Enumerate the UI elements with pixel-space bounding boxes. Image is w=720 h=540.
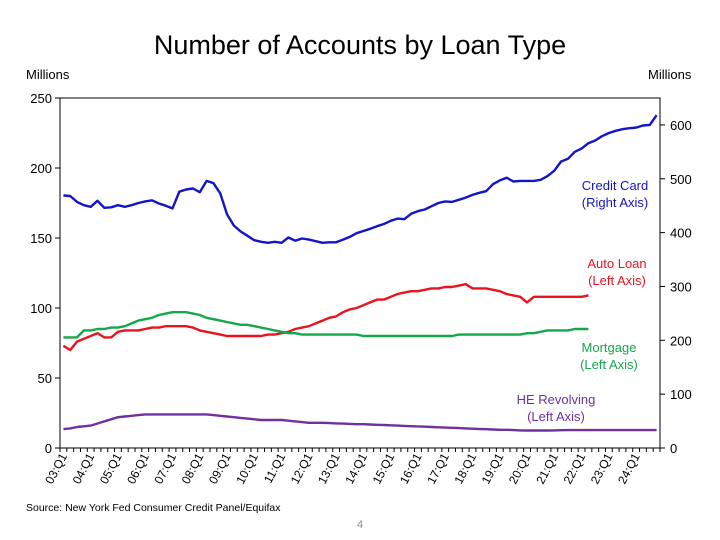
x-axis-tick-label: 24:Q1 (615, 451, 643, 487)
series-label-credit-card: Credit Card (Right Axis) (582, 178, 648, 210)
left-axis-tick-label: 100 (30, 301, 52, 316)
series-label-line: (Right Axis) (582, 195, 648, 210)
chart-series (62, 114, 658, 432)
series-label-auto-loan: Auto Loan (Left Axis) (587, 256, 646, 288)
series-label-line: (Left Axis) (580, 357, 638, 372)
x-axis-tick-label: 16:Q1 (397, 451, 425, 487)
series-line-he-revolving (63, 413, 657, 432)
series-label-line: (Left Axis) (527, 409, 585, 424)
x-axis-tick-label: 11:Q1 (261, 451, 288, 486)
x-axis-tick-label: 05:Q1 (97, 451, 125, 487)
series-line-mortgage (63, 311, 589, 339)
left-axis-tick-label: 250 (30, 91, 52, 106)
x-axis-tick-label: 23:Q1 (588, 451, 616, 487)
x-axis-tick-label: 06:Q1 (124, 451, 152, 487)
series-label-line: Credit Card (582, 178, 648, 193)
left-axis-unit-label: Millions (26, 67, 70, 82)
right-axis-tick-label: 100 (670, 387, 692, 402)
series-label-he-revolving: HE Revolving (Left Axis) (517, 392, 596, 424)
x-axis-tick-label: 13:Q1 (315, 451, 343, 487)
left-axis-tick-label: 150 (30, 231, 52, 246)
right-axis-tick-label: 200 (670, 333, 692, 348)
x-axis-tick-label: 17:Q1 (424, 451, 452, 487)
right-axis-unit-label: Millions (648, 67, 692, 82)
series-label-line: (Left Axis) (588, 273, 646, 288)
series-label-line: Mortgage (582, 340, 637, 355)
x-axis-tick-label: 04:Q1 (70, 451, 98, 487)
right-axis-tick-label: 500 (670, 172, 692, 187)
right-axis-tick-label: 600 (670, 118, 692, 133)
series-line-credit-card (63, 114, 658, 245)
left-axis-tick-label: 200 (30, 161, 52, 176)
x-axis-tick-label: 18:Q1 (451, 451, 479, 487)
left-axis-tick-label: 50 (38, 371, 52, 386)
series-label-line: HE Revolving (517, 392, 596, 407)
x-axis-tick-label: 15:Q1 (370, 451, 398, 487)
x-axis-tick-label: 22:Q1 (561, 451, 589, 487)
x-axis-tick-label: 09:Q1 (206, 451, 234, 487)
left-axis-tick-label: 0 (45, 441, 52, 456)
x-axis-tick-label: 14:Q1 (342, 451, 370, 487)
chart-series-labels: Credit Card (Right Axis) Auto Loan (Left Ax… (517, 178, 649, 424)
x-axis-tick-label: 12:Q1 (288, 451, 316, 487)
right-axis-tick-label: 0 (670, 441, 677, 456)
right-axis-tick-label: 400 (670, 226, 692, 241)
page-number: 4 (356, 519, 364, 531)
x-axis-tick-label: 10:Q1 (233, 451, 261, 487)
x-axis-tick-label: 20:Q1 (506, 451, 534, 487)
source-note: Source: New York Fed Consumer Credit Pan… (26, 502, 281, 514)
series-label-line: Auto Loan (587, 256, 646, 271)
right-axis-tick-label: 300 (670, 279, 692, 294)
series-line-auto-loan (62, 283, 589, 352)
x-axis-tick-label: 08:Q1 (179, 451, 207, 487)
series-label-mortgage: Mortgage (Left Axis) (580, 340, 638, 372)
x-axis-tick-label: 19:Q1 (479, 451, 507, 487)
chart-title: Number of Accounts by Loan Type (153, 30, 567, 60)
x-axis-tick-label: 21:Q1 (533, 451, 561, 487)
x-axis-tick-label: 07:Q1 (151, 451, 179, 487)
